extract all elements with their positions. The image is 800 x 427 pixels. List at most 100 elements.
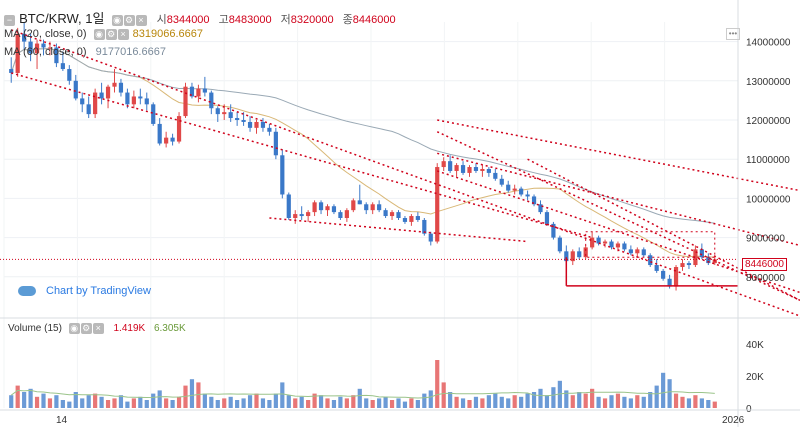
close-value: 8446000: [352, 14, 396, 26]
volume-bar: [525, 393, 530, 408]
volume-bar: [667, 379, 672, 408]
candle: [60, 51, 65, 71]
volume-bar: [118, 395, 124, 408]
volume-value-2: 6.305K: [153, 323, 186, 335]
volume-bar: [228, 396, 233, 408]
time-axis[interactable]: 14 2026: [0, 409, 800, 426]
candle-body: [448, 161, 453, 171]
candle-body: [667, 278, 672, 287]
ma2-label[interactable]: MA (60, close, 0): [4, 46, 87, 58]
volume-tick-label: 40K: [746, 340, 764, 351]
candle-body: [41, 43, 46, 48]
volume-bar: [577, 392, 582, 408]
candle-body: [235, 118, 240, 120]
ma1-label[interactable]: MA (20, close, 0): [4, 28, 87, 40]
candle: [144, 92, 149, 111]
volume-bar: [306, 400, 311, 408]
volume-bar: [499, 396, 504, 408]
volume-bar: [164, 398, 169, 408]
volume-bar: [138, 396, 143, 408]
candle: [512, 184, 517, 195]
volume-bar: [299, 396, 304, 408]
volume-bar: [125, 401, 130, 408]
candle-body: [280, 155, 285, 195]
candle-body: [680, 263, 685, 267]
volume-bar: [286, 395, 291, 408]
volume-label[interactable]: Volume (15): [8, 323, 62, 335]
volume-bar: [506, 398, 511, 408]
candle-body: [273, 131, 278, 156]
candle: [105, 84, 111, 109]
candle: [609, 239, 614, 250]
candle-body: [557, 237, 562, 252]
candle-body: [241, 120, 246, 122]
candle-body: [60, 63, 65, 70]
candle-body: [67, 69, 72, 81]
candle: [596, 235, 601, 246]
candle-body: [131, 96, 136, 105]
candle: [435, 163, 440, 244]
candle: [486, 167, 491, 177]
more-options-icon[interactable]: •••: [726, 28, 740, 40]
candle-body: [654, 265, 659, 271]
volume-bar: [112, 398, 117, 408]
legend-buttons: ◉ ⚙ ×: [111, 14, 148, 26]
candle-body: [396, 212, 401, 218]
candle: [519, 186, 524, 197]
candle: [176, 112, 182, 144]
volume-bar: [144, 400, 149, 408]
close-icon[interactable]: ×: [117, 28, 129, 40]
eye-icon[interactable]: ◉: [111, 14, 123, 26]
candle: [493, 169, 498, 181]
candle: [183, 82, 188, 119]
volume-bar: [9, 395, 14, 408]
price-tick-label: 12000000: [746, 116, 791, 127]
volume-bars: [9, 360, 717, 408]
candle-body: [105, 86, 111, 99]
candle-body: [460, 165, 466, 173]
current-price-tag: 8446000: [742, 258, 787, 271]
trendlines[interactable]: [0, 29, 800, 317]
candle: [402, 216, 408, 224]
volume-axis[interactable]: 40K20K0: [746, 340, 764, 415]
volume-bar: [596, 396, 601, 408]
ma1-buttons: ◉ ⚙ ×: [93, 28, 130, 40]
volume-bar: [512, 395, 517, 408]
settings-icon[interactable]: ⚙: [123, 14, 135, 26]
close-icon[interactable]: ×: [135, 14, 147, 26]
candle-body: [209, 92, 214, 109]
settings-icon[interactable]: ⚙: [105, 28, 117, 40]
range-box: [585, 231, 716, 258]
candle-body: [93, 92, 98, 115]
volume-bar: [170, 400, 175, 408]
volume-buttons: ◉ ⚙ ×: [68, 323, 105, 334]
volume-bar: [260, 398, 266, 408]
candle: [299, 206, 304, 220]
collapse-icon[interactable]: −: [4, 14, 15, 26]
tradingview-badge[interactable]: Chart by TradingView: [18, 285, 151, 297]
volume-bar: [222, 398, 227, 408]
price-axis[interactable]: 8000000 9000000 10000000 11000000 12000000 13…: [737, 0, 791, 427]
volume-bar: [377, 398, 382, 408]
candle: [460, 161, 466, 175]
eye-icon[interactable]: ◉: [93, 28, 105, 40]
trendline: [437, 119, 800, 192]
volume-bar: [73, 392, 78, 408]
candle-body: [176, 116, 182, 142]
volume-bar: [357, 388, 362, 408]
ma1-legend: MA (20, close, 0) ◉ ⚙ × 8319066.6667: [4, 28, 203, 40]
candle-body: [389, 212, 395, 217]
candle-body: [299, 214, 304, 217]
close-icon[interactable]: ×: [92, 323, 104, 334]
symbol-title[interactable]: BTC/KRW, 1일: [19, 11, 105, 26]
candle-body: [435, 167, 440, 242]
candle-body: [222, 112, 227, 115]
candle-body: [486, 169, 491, 173]
candle-body: [441, 161, 446, 168]
eye-icon[interactable]: ◉: [68, 323, 80, 334]
candle: [364, 202, 369, 215]
candle-body: [628, 249, 633, 254]
ma2-value: 9177016.6667: [95, 46, 166, 58]
settings-icon[interactable]: ⚙: [80, 323, 92, 334]
